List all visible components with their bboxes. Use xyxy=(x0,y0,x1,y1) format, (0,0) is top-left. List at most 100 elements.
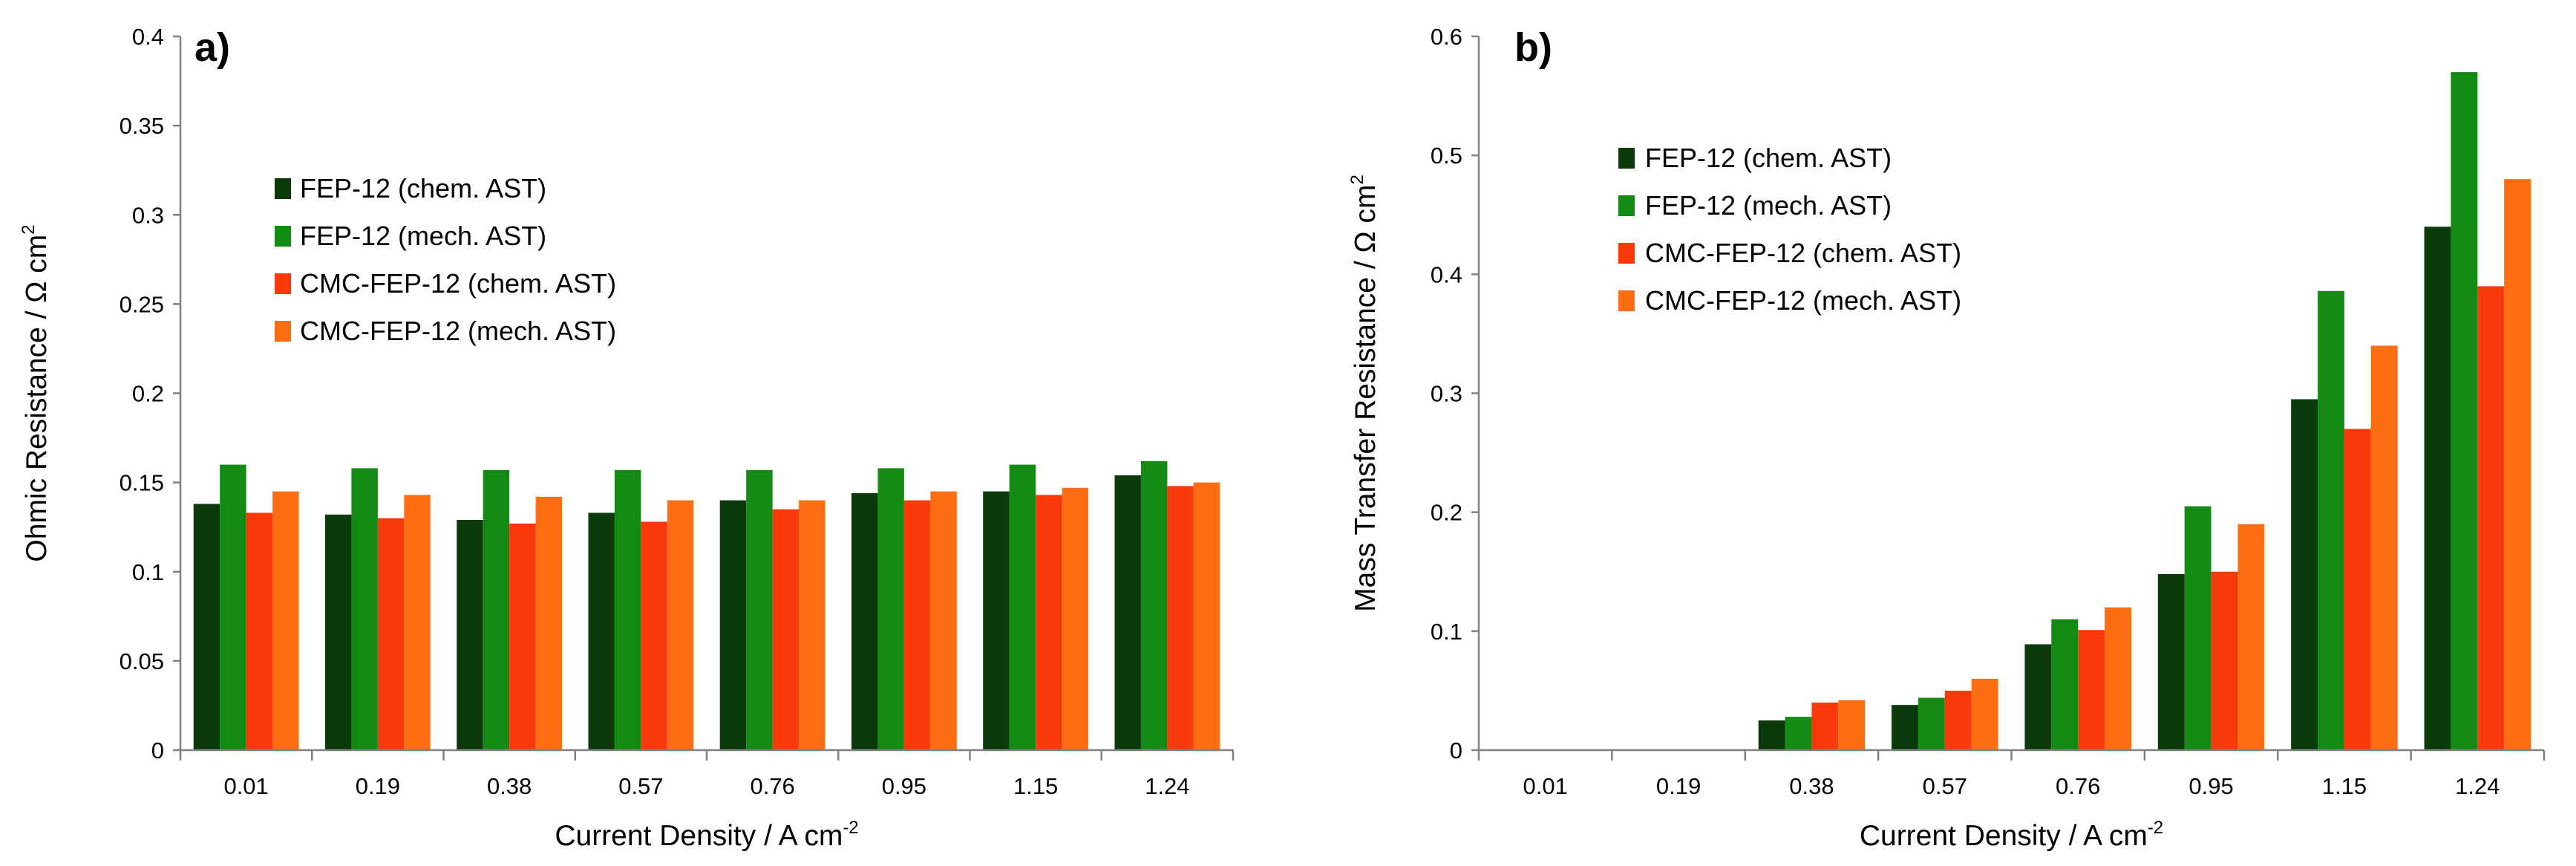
bar-a-series-0-cat-5 xyxy=(851,493,878,750)
bar-a-series-1-cat-6 xyxy=(1009,464,1036,750)
y-tick-label: 0.4 xyxy=(1431,261,1462,287)
y-axis-title-superscript: 2 xyxy=(19,224,39,234)
x-tick-label: 0.76 xyxy=(2056,773,2100,799)
bar-b-series-3-cat-5 xyxy=(2237,524,2265,750)
legend-swatch xyxy=(1618,290,1635,311)
bar-a-series-2-cat-6 xyxy=(1036,495,1062,750)
x-tick-label: 0.19 xyxy=(1656,773,1701,799)
bar-b-series-0-cat-4 xyxy=(2024,644,2052,750)
bar-a-series-0-cat-7 xyxy=(1114,475,1141,750)
chart-a-ohmic-resistance: 0 0.05 0.1 0.15 0.2 0.25 0.3 0.35 0.4 0.01 0.19 0.3… xyxy=(19,24,1235,852)
bar-a-series-3-cat-7 xyxy=(1193,482,1220,751)
legend-swatch xyxy=(1618,148,1635,169)
y-tick-label: 0.2 xyxy=(132,381,164,407)
bar-b-series-0-cat-3 xyxy=(1892,705,1918,750)
bar-a-series-0-cat-1 xyxy=(324,514,352,750)
y-tick-label: 0.2 xyxy=(1431,500,1462,526)
bar-b-series-1-cat-4 xyxy=(2051,619,2079,750)
x-tick-label: 0.95 xyxy=(882,773,926,799)
bar-a-series-3-cat-0 xyxy=(272,491,299,750)
y-tick-label: 0.1 xyxy=(1431,619,1462,645)
y-axis-title-text: Mass Transfer Resistance / Ω cm xyxy=(1350,185,1382,612)
bar-b-series-0-cat-5 xyxy=(2157,573,2185,750)
legend-swatch xyxy=(275,226,291,247)
bar-b-series-2-cat-7 xyxy=(2477,286,2505,751)
x-axis-title-superscript: -2 xyxy=(843,818,858,838)
bar-a-series-0-cat-4 xyxy=(719,500,747,750)
x-tick-label: 0.01 xyxy=(223,773,268,799)
legend-label: FEP-12 (mech. AST) xyxy=(300,221,546,251)
bar-b-series-2-cat-3 xyxy=(1944,690,1972,750)
legend-label: FEP-12 (chem. AST) xyxy=(300,173,546,204)
legend-label: CMC-FEP-12 (mech. AST) xyxy=(300,316,616,346)
x-tick-label: 0.38 xyxy=(1789,773,1834,799)
y-tick-label: 0.05 xyxy=(120,648,164,674)
x-axis-title: Current Density / A cm-2 xyxy=(1860,818,2163,852)
legend-swatch xyxy=(1618,195,1635,216)
legend-label: FEP-12 (chem. AST) xyxy=(1645,143,1892,173)
bar-a-series-2-cat-2 xyxy=(509,523,536,750)
x-axis-title-text: Current Density / A cm xyxy=(555,820,843,852)
bar-a-series-3-cat-5 xyxy=(930,491,957,750)
bar-a-series-2-cat-4 xyxy=(772,509,800,750)
bar-b-series-3-cat-6 xyxy=(2370,345,2398,750)
bar-a-series-0-cat-2 xyxy=(457,520,483,750)
y-tick-label: 0.15 xyxy=(120,470,164,496)
bar-a-series-1-cat-7 xyxy=(1140,460,1168,750)
y-tick-label: 0 xyxy=(1450,738,1462,764)
bar-b-series-3-cat-3 xyxy=(1971,678,1998,750)
legend-swatch xyxy=(275,273,291,294)
x-axis-title-text: Current Density / A cm xyxy=(1860,820,2148,852)
bar-b-series-3-cat-2 xyxy=(1838,700,1866,750)
x-tick-label: 1.15 xyxy=(2322,773,2367,799)
bar-a-series-2-cat-0 xyxy=(246,512,273,750)
bar-a-series-2-cat-3 xyxy=(641,521,667,750)
bar-b-series-1-cat-5 xyxy=(2184,506,2211,750)
legend: FEP-12 (chem. AST) FEP-12 (mech. AST) CMC-… xyxy=(1618,143,1961,316)
bar-a-series-1-cat-4 xyxy=(746,469,773,750)
bar-b-series-1-cat-6 xyxy=(2318,290,2344,750)
x-tick-label: 0.57 xyxy=(618,773,663,799)
y-axis-title: Mass Transfer Resistance / Ω cm2 xyxy=(1347,175,1382,612)
x-tick-label: 1.24 xyxy=(2455,773,2500,799)
legend-swatch xyxy=(1618,243,1635,264)
y-axis-title: Ohmic Resistance / Ω cm2 xyxy=(19,224,53,561)
bar-a-series-2-cat-5 xyxy=(903,500,931,750)
y-tick-label: 0.3 xyxy=(132,202,164,228)
y-tick-label: 0.6 xyxy=(1431,24,1462,50)
y-tick-label: 0.25 xyxy=(120,291,164,317)
x-axis-title: Current Density / A cm-2 xyxy=(555,818,858,852)
x-axis-title-superscript: -2 xyxy=(2148,818,2163,838)
bar-a-series-0-cat-0 xyxy=(193,504,220,750)
bar-a-series-1-cat-5 xyxy=(877,468,904,750)
bar-b-series-1-cat-7 xyxy=(2451,72,2478,751)
bar-a-series-1-cat-1 xyxy=(351,468,378,750)
bar-b-series-2-cat-5 xyxy=(2211,571,2238,750)
chart-b-mass-transfer-resistance: 0 0.1 0.2 0.3 0.4 0.5 0.6 0.01 0.19 0.38 0.57 0.76 0… xyxy=(1347,24,2546,852)
legend-label: CMC-FEP-12 (mech. AST) xyxy=(1645,285,1961,316)
x-tick-label: 0.01 xyxy=(1523,773,1568,799)
x-tick-label: 1.24 xyxy=(1145,773,1189,799)
bar-a-series-3-cat-1 xyxy=(404,495,431,750)
y-tick-label: 0.5 xyxy=(1431,143,1462,169)
panel-label: a) xyxy=(194,25,230,70)
bar-b-series-0-cat-7 xyxy=(2424,227,2451,750)
x-tick-label: 0.38 xyxy=(487,773,532,799)
y-tick-label: 0.4 xyxy=(132,24,164,50)
bar-a-series-1-cat-2 xyxy=(483,469,510,750)
bar-a-series-2-cat-7 xyxy=(1167,486,1194,750)
bar-a-series-3-cat-3 xyxy=(667,500,694,750)
bar-b-series-1-cat-3 xyxy=(1918,697,1945,750)
bar-a-series-0-cat-3 xyxy=(588,512,615,750)
bar-b-series-1-cat-2 xyxy=(1785,717,1812,750)
bar-b-series-2-cat-2 xyxy=(1811,702,1839,750)
bar-a-series-1-cat-3 xyxy=(614,469,641,750)
x-tick-label: 0.76 xyxy=(750,773,794,799)
legend-swatch xyxy=(275,321,291,342)
bar-a-series-0-cat-6 xyxy=(983,491,1010,750)
y-tick-label: 0.35 xyxy=(120,113,164,139)
x-tick-label: 0.57 xyxy=(1923,773,1967,799)
legend: FEP-12 (chem. AST) FEP-12 (mech. AST) CMC-… xyxy=(275,173,616,346)
bar-b-series-0-cat-2 xyxy=(1758,720,1785,750)
